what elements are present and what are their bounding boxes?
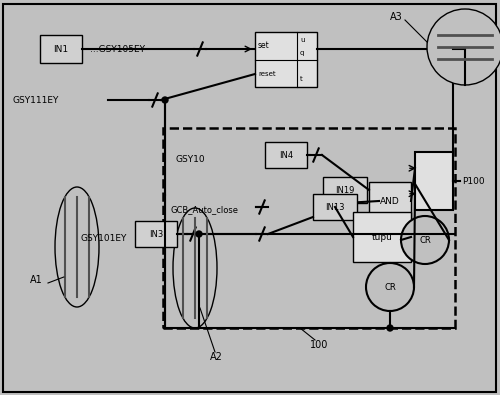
Bar [313, 194, 357, 220]
Text: IN19: IN19 [336, 186, 354, 194]
Text: IN3: IN3 [149, 229, 163, 239]
Circle shape [366, 263, 414, 311]
Text: 100: 100 [310, 340, 328, 350]
Text: A2: A2 [210, 352, 223, 362]
Text: GCB_Auto_close: GCB_Auto_close [170, 205, 238, 214]
Bar [255, 32, 317, 87]
Text: IN13: IN13 [325, 203, 345, 211]
Text: tupu: tupu [372, 233, 392, 241]
Text: IN1: IN1 [54, 45, 68, 53]
Bar [369, 182, 411, 220]
Circle shape [401, 216, 449, 264]
Bar [415, 152, 453, 210]
Text: IN4: IN4 [279, 150, 293, 160]
Circle shape [196, 231, 202, 237]
Text: GSY101EY: GSY101EY [80, 233, 126, 243]
Text: q: q [300, 50, 304, 56]
Text: CR: CR [419, 235, 431, 245]
Text: CR: CR [384, 282, 396, 292]
Text: u: u [300, 37, 304, 43]
Bar [353, 212, 411, 262]
Bar [40, 35, 82, 63]
Text: GSY111EY: GSY111EY [12, 96, 58, 105]
Bar [265, 142, 307, 168]
Circle shape [162, 97, 168, 103]
Text: reset: reset [258, 71, 276, 77]
Text: ...GSY105EY: ...GSY105EY [90, 45, 145, 53]
Text: set: set [258, 41, 270, 49]
Circle shape [427, 9, 500, 85]
Text: A1: A1 [30, 275, 43, 285]
Text: AND: AND [380, 196, 400, 205]
Text: t: t [300, 76, 303, 82]
Bar [135, 221, 177, 247]
Bar [323, 177, 367, 203]
Bar [163, 128, 455, 328]
Text: GSY10: GSY10 [175, 154, 204, 164]
Text: A3: A3 [390, 12, 403, 22]
Circle shape [387, 325, 393, 331]
Text: P100: P100 [462, 177, 484, 186]
